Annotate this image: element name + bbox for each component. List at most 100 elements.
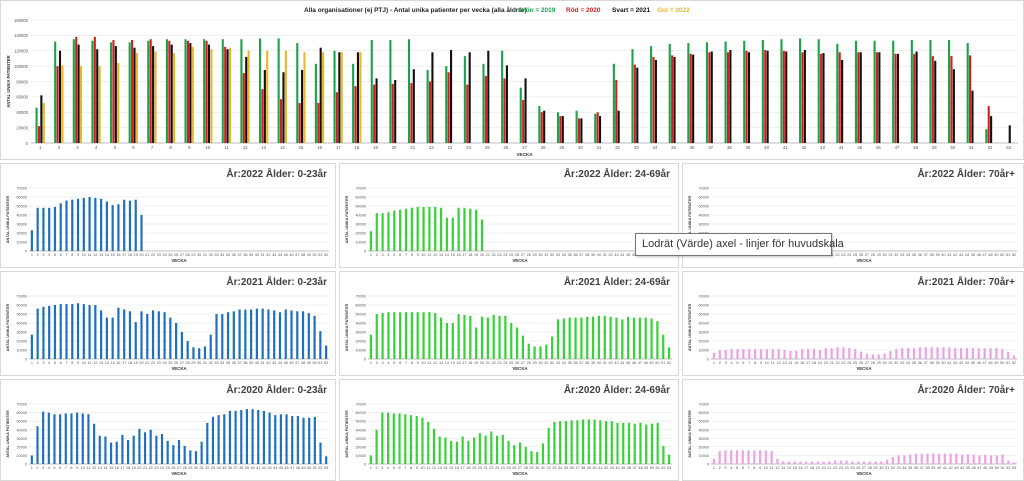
bar-w40 bbox=[593, 419, 596, 464]
x-tick-label: 38 bbox=[727, 145, 732, 150]
bar-2019-w52 bbox=[985, 129, 988, 143]
x-tick-label: 41 bbox=[783, 145, 788, 150]
x-tick-label: 8 bbox=[71, 253, 73, 257]
bar-2020-w34 bbox=[652, 56, 655, 143]
panel-chart-1-1: År:2022 Ålder: 0-23år 0 10000 20000 30000 400… bbox=[0, 163, 336, 268]
x-tick-label: 13 bbox=[782, 361, 786, 365]
bar-w17 bbox=[121, 434, 124, 464]
x-tick-label: 49 bbox=[307, 361, 311, 365]
small-chart[interactable]: År:2022 Ålder: 0-23år 0 10000 20000 30000 400… bbox=[1, 164, 335, 267]
bar-w47 bbox=[291, 416, 294, 464]
bar-w35 bbox=[909, 454, 912, 464]
x-tick-label: 9 bbox=[759, 466, 761, 470]
bar-w48 bbox=[639, 422, 642, 464]
x-tick-label: 32 bbox=[209, 253, 213, 257]
y-tick-label: 20000 bbox=[16, 340, 27, 344]
small-chart[interactable]: År:2022 Ålder: 24-69år 0 10000 20000 30000 40… bbox=[340, 164, 678, 267]
bar-w33 bbox=[901, 348, 904, 359]
x-tick-label: 45 bbox=[284, 361, 288, 365]
bar-w12 bbox=[777, 349, 780, 359]
y-tick-label: 0 bbox=[25, 358, 27, 362]
bar-2020-w17 bbox=[335, 92, 338, 143]
x-tick-label: 17 bbox=[804, 466, 808, 470]
x-tick-label: 40 bbox=[597, 253, 601, 257]
bar-w10 bbox=[422, 206, 425, 251]
x-tick-label: 17 bbox=[462, 361, 466, 365]
bar-w2 bbox=[375, 314, 378, 359]
x-tick-label: 17 bbox=[461, 466, 465, 470]
y-tick-label: 70000 bbox=[355, 187, 366, 191]
x-tick-label: 49 bbox=[307, 253, 311, 257]
x-tick-label: 10 bbox=[421, 253, 425, 257]
x-tick-label: 38 bbox=[243, 361, 247, 365]
x-tick-label: 35 bbox=[568, 253, 572, 257]
x-tick-label: 39 bbox=[591, 253, 595, 257]
x-tick-label: 20 bbox=[139, 361, 143, 365]
y-tick-label: 10000 bbox=[698, 349, 709, 353]
bar-w29 bbox=[874, 461, 877, 464]
x-tick-label: 43 bbox=[272, 253, 276, 257]
small-chart[interactable]: År:2020 Ålder: 24-69år 0 10000 20000 30000 40… bbox=[340, 380, 678, 480]
bar-2019-w11 bbox=[221, 39, 224, 143]
x-tick-label: 31 bbox=[541, 466, 545, 470]
x-tick-label: 21 bbox=[145, 361, 149, 365]
bar-2021-w24 bbox=[468, 52, 471, 143]
x-tick-label: 36 bbox=[232, 361, 236, 365]
x-tick-label: 12 bbox=[433, 253, 437, 257]
x-tick-label: 23 bbox=[497, 253, 501, 257]
bar-w4 bbox=[387, 312, 390, 359]
bar-w1 bbox=[30, 230, 33, 251]
bar-w7 bbox=[65, 304, 68, 359]
x-tick-label: 30 bbox=[538, 361, 542, 365]
bar-w44 bbox=[621, 319, 624, 359]
small-chart[interactable]: År:2020 Ålder: 0-23år 0 10000 20000 30000 400… bbox=[1, 380, 335, 480]
x-tick-label: 38 bbox=[581, 466, 585, 470]
x-tick-label: 15 bbox=[109, 466, 113, 470]
x-tick-label: 10 bbox=[206, 145, 211, 150]
x-tick-label: 44 bbox=[615, 466, 619, 470]
small-chart[interactable]: År:2021 Ålder: 70år+ 0 10000 20000 30000 4000… bbox=[683, 272, 1023, 375]
bar-w21 bbox=[828, 461, 831, 464]
x-tick-label: 34 bbox=[217, 466, 221, 470]
bar-2019-w5 bbox=[110, 42, 113, 144]
x-tick-label: 24 bbox=[160, 466, 164, 470]
x-tick-label: 36 bbox=[573, 253, 577, 257]
bar-2021-w17 bbox=[338, 52, 341, 143]
bar-w46 bbox=[285, 414, 288, 464]
y-tick-label: 120000 bbox=[14, 49, 29, 54]
bar-2022-w2 bbox=[61, 65, 64, 143]
x-tick-label: 2 bbox=[36, 466, 38, 470]
bar-2019-w50 bbox=[948, 39, 951, 143]
bar-2020-w22 bbox=[428, 81, 432, 143]
bar-w28 bbox=[524, 446, 527, 464]
x-tick-label: 40 bbox=[937, 466, 941, 470]
x-tick-label: 1 bbox=[370, 253, 372, 257]
bar-w5 bbox=[735, 450, 739, 464]
bar-w49 bbox=[302, 417, 305, 464]
bar-w24 bbox=[163, 312, 166, 359]
small-chart[interactable]: År:2020 Ålder: 70år+ 0 10000 20000 30000 4000… bbox=[683, 380, 1023, 480]
x-tick-label: 5 bbox=[393, 466, 395, 470]
panel-chart-3-3: År:2020 Ålder: 70år+ 0 10000 20000 30000 4000… bbox=[682, 379, 1024, 481]
x-tick-label: 44 bbox=[620, 253, 624, 257]
bar-w9 bbox=[416, 206, 419, 251]
bar-w31 bbox=[203, 346, 207, 359]
bar-2020-w13 bbox=[261, 89, 264, 143]
bar-w22 bbox=[492, 314, 495, 359]
small-chart[interactable]: År:2021 Ålder: 0-23år 0 10000 20000 30000 400… bbox=[1, 272, 335, 375]
bar-2021-w10 bbox=[207, 44, 211, 143]
small-chart[interactable]: År:2021 Ålder: 24-69år 0 10000 20000 30000 40… bbox=[340, 272, 678, 375]
x-tick-label: 12 bbox=[433, 361, 437, 365]
bar-2021-w16 bbox=[319, 47, 322, 143]
bar-w15 bbox=[795, 350, 798, 359]
bar-w11 bbox=[770, 451, 773, 464]
bar-w50 bbox=[308, 417, 311, 464]
x-tick-label: 43 bbox=[954, 466, 958, 470]
x-tick-label: 38 bbox=[239, 466, 243, 470]
bar-w41 bbox=[257, 410, 260, 464]
x-tick-label: 49 bbox=[301, 466, 305, 470]
x-tick-label: 46 bbox=[627, 466, 631, 470]
x-tick-label: 29 bbox=[877, 361, 881, 365]
main-chart[interactable]: Alla organisationer (ej PTJ) - Antal uni… bbox=[1, 1, 1023, 159]
x-axis-label: VECKA bbox=[856, 258, 872, 263]
